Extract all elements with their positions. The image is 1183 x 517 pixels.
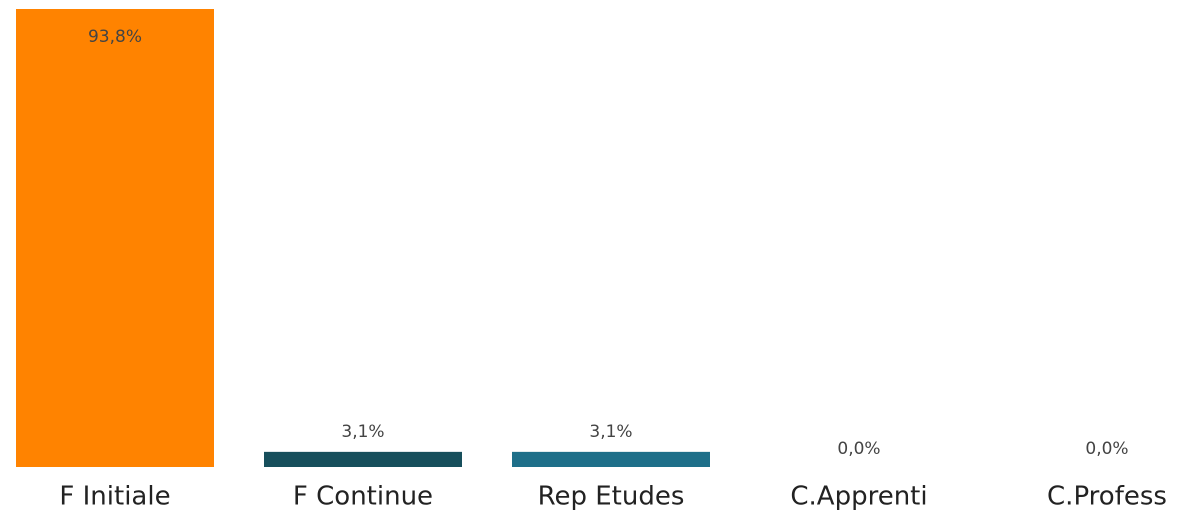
x-tick-label: C.Profess: [1047, 482, 1167, 512]
value-label: 93,8%: [88, 27, 142, 47]
x-tick-label: F Continue: [293, 482, 433, 512]
bar: [264, 451, 462, 467]
value-label: 3,1%: [589, 422, 632, 442]
value-label: 3,1%: [341, 422, 384, 442]
bar: [512, 451, 710, 467]
x-tick-label: C.Apprenti: [790, 482, 927, 512]
value-label: 0,0%: [837, 439, 880, 459]
bar: [16, 9, 214, 467]
x-tick-label: Rep Etudes: [538, 482, 685, 512]
x-tick-label: F Initiale: [59, 482, 170, 512]
value-label: 0,0%: [1085, 439, 1128, 459]
